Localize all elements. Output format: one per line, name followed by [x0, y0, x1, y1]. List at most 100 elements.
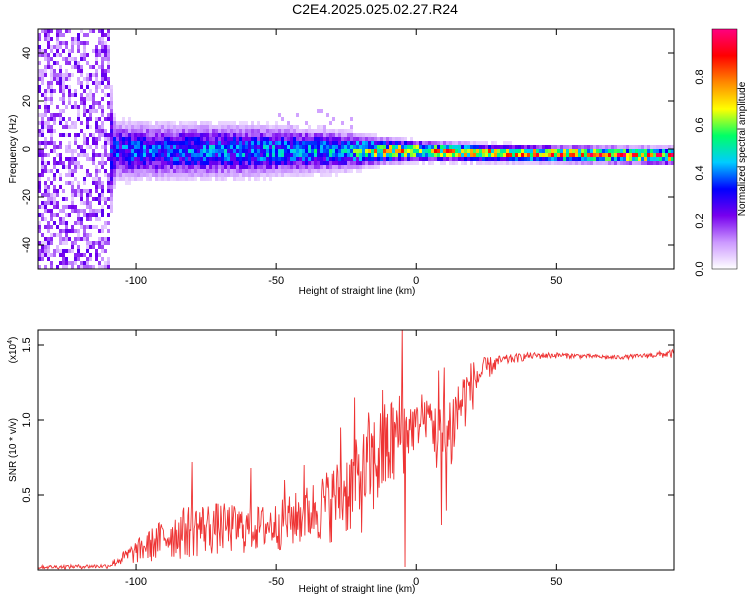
- spectrogram-cell: [206, 165, 209, 169]
- spectrogram-cell: [464, 161, 467, 165]
- spectrogram-cell: [86, 85, 89, 89]
- spectrogram-cell: [239, 173, 242, 177]
- spectrogram-cell: [140, 161, 143, 165]
- spectrogram-cell: [251, 129, 254, 133]
- spectrogram-cell: [104, 265, 107, 269]
- spectrogram-cell: [116, 145, 119, 149]
- spectrogram-cell: [59, 133, 62, 137]
- spectrogram-cell: [236, 177, 239, 181]
- spectrogram-cell: [305, 173, 308, 177]
- spectrogram-cell: [296, 145, 299, 149]
- spectrogram-cell: [551, 161, 554, 165]
- spectrogram-cell: [50, 201, 53, 205]
- spectrogram-cell: [248, 145, 251, 149]
- spectrogram-cell: [665, 161, 668, 165]
- spectrogram-cell: [83, 229, 86, 233]
- spectrogram-cell: [368, 161, 371, 165]
- snr-x-label: Height of straight line (km): [299, 584, 416, 595]
- spectrogram-cell: [98, 37, 101, 41]
- spectrogram-cell: [74, 121, 77, 125]
- spectrogram-cell: [200, 133, 203, 137]
- spectrogram-cell: [47, 141, 50, 145]
- spectrogram-cell: [362, 137, 365, 141]
- spectrogram-cell: [71, 93, 74, 97]
- spectrogram-cell: [524, 161, 527, 165]
- spectrogram-cell: [185, 121, 188, 125]
- spectrogram-cell: [422, 149, 425, 153]
- spectrogram-cell: [44, 125, 47, 129]
- spectrogram-cell: [98, 133, 101, 137]
- spectrogram-cell: [473, 153, 476, 157]
- spectrogram-cell: [194, 133, 197, 137]
- spectrogram-cell: [74, 133, 77, 137]
- spectrogram-cell: [41, 213, 44, 217]
- spectrogram-cell: [107, 141, 110, 145]
- spectrogram-cell: [47, 57, 50, 61]
- spectrogram-cell: [239, 129, 242, 133]
- spectrogram-cell: [80, 69, 83, 73]
- spectrogram-cell: [446, 145, 449, 149]
- spectrogram-cell: [236, 125, 239, 129]
- spectrogram-cell: [233, 145, 236, 149]
- spectrogram-cell: [146, 125, 149, 129]
- spectrogram-cell: [341, 157, 344, 161]
- spectrogram-cell: [107, 29, 110, 33]
- spectrogram-cell: [368, 157, 371, 161]
- spectrogram-cell: [218, 177, 221, 181]
- spectrogram-cell: [227, 145, 230, 149]
- spectrogram-cell: [191, 125, 194, 129]
- spectrogram-cell: [92, 65, 95, 69]
- spectrogram-cell: [245, 165, 248, 169]
- spectrogram-cell: [167, 137, 170, 141]
- spectrogram-cell: [173, 141, 176, 145]
- spectrogram-cell: [152, 165, 155, 169]
- spectrogram-cell: [197, 125, 200, 129]
- spectrogram-cell: [614, 157, 617, 161]
- spectrogram-cell: [224, 169, 227, 173]
- spectrogram-cell: [356, 161, 359, 165]
- spectrogram-cell: [242, 177, 245, 181]
- spectrogram-cell: [488, 157, 491, 161]
- spectrogram-cell: [464, 157, 467, 161]
- spectrogram-cell: [407, 157, 410, 161]
- spectrogram-cell: [341, 161, 344, 165]
- spectrogram-cell: [104, 77, 107, 81]
- spectrogram-cell: [488, 161, 491, 165]
- spectrogram-cell: [161, 161, 164, 165]
- spectrogram-cell: [236, 169, 239, 173]
- spectrogram-cell: [101, 113, 104, 117]
- spectrogram-cell: [392, 145, 395, 149]
- spectrogram-cell: [44, 153, 47, 157]
- spectrogram-cell: [350, 153, 353, 157]
- spectrogram-cell: [158, 145, 161, 149]
- spectrogram-cell: [665, 153, 668, 157]
- spectrogram-cell: [119, 125, 122, 129]
- spectrogram-cell: [548, 145, 551, 149]
- spectrogram-cell: [215, 125, 218, 129]
- spectrogram-cell: [377, 141, 380, 145]
- spectrogram-cell: [374, 161, 377, 165]
- spectrogram-cell: [107, 157, 110, 161]
- spectrogram-cell: [56, 33, 59, 37]
- spectrogram-cell: [122, 121, 125, 125]
- y-tick-label: 0.5: [21, 487, 33, 502]
- spectrogram-cell: [188, 145, 191, 149]
- spectrogram-cell: [44, 209, 47, 213]
- spectrogram-cell: [53, 113, 56, 117]
- spectrogram-cell: [47, 121, 50, 125]
- spectrogram-cell: [506, 141, 509, 145]
- spectrogram-cell: [185, 157, 188, 161]
- spectrogram-cell: [641, 157, 644, 161]
- spectrogram-cell: [56, 265, 59, 269]
- spectrogram-cell: [653, 153, 656, 157]
- spectrogram-cell: [98, 101, 101, 105]
- spectrogram-cell: [101, 105, 104, 109]
- spectrogram-cell: [386, 153, 389, 157]
- spectrogram-cell: [266, 153, 269, 157]
- spectrogram-cell: [659, 153, 662, 157]
- spectrogram-cell: [140, 133, 143, 137]
- spectrogram-cell: [275, 165, 278, 169]
- spectrogram-cell: [428, 141, 431, 145]
- spectrogram-cell: [215, 165, 218, 169]
- spectrogram-cell: [89, 193, 92, 197]
